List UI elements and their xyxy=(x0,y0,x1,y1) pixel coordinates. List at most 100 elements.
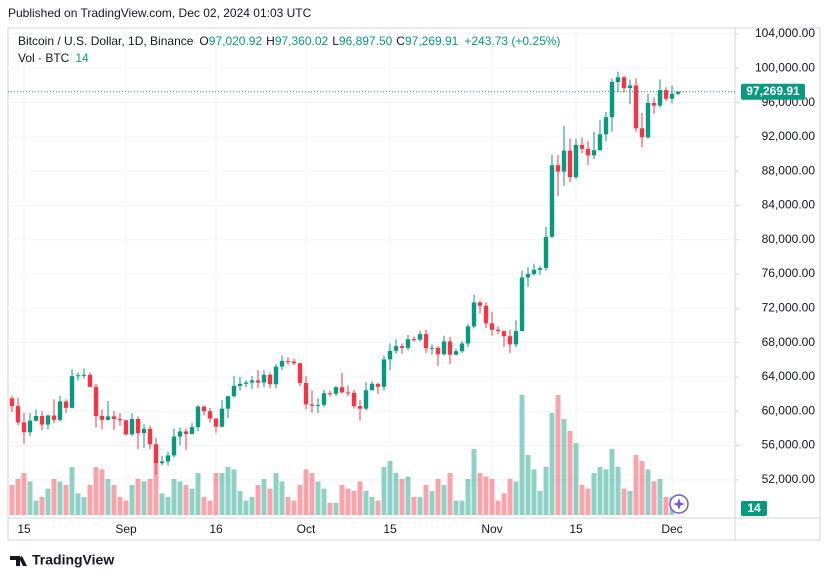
volume-bar xyxy=(99,469,105,515)
volume-bar xyxy=(423,485,429,515)
candle-body xyxy=(567,150,573,178)
candle-body xyxy=(339,387,345,393)
candle-body xyxy=(417,334,423,340)
candle-body xyxy=(435,347,441,355)
volume-bar xyxy=(81,497,87,515)
volume-bar xyxy=(531,469,537,515)
candle-body xyxy=(357,406,363,409)
volume-bar xyxy=(663,497,669,515)
candle-body xyxy=(363,390,369,409)
candle-body xyxy=(21,422,27,433)
candle-body xyxy=(639,128,645,138)
candle-body xyxy=(207,411,213,419)
volume-bar xyxy=(267,488,273,515)
volume-bar xyxy=(633,455,639,515)
candle-body xyxy=(303,382,309,405)
x-tick-label: Oct xyxy=(297,522,316,536)
candle-body xyxy=(327,393,333,395)
candle-body xyxy=(513,331,519,345)
candle-body xyxy=(153,444,159,464)
candle-body xyxy=(615,77,621,83)
volume-bar xyxy=(657,479,663,515)
volume-bar xyxy=(285,497,291,515)
logo-mark xyxy=(10,556,27,566)
candle-body xyxy=(81,374,87,376)
candle-body xyxy=(75,375,81,377)
volume-bar xyxy=(597,467,603,515)
candle-body xyxy=(453,351,459,355)
volume-bar xyxy=(21,473,27,515)
candle-body xyxy=(267,374,273,385)
volume-bar xyxy=(339,485,345,515)
volume-bar xyxy=(177,481,183,515)
volume-bar xyxy=(501,493,507,515)
candle-body xyxy=(525,274,531,278)
candle-body xyxy=(333,387,339,394)
candle-body xyxy=(87,374,93,387)
y-tick-label: 68,000.00 xyxy=(762,335,816,349)
volume-bar xyxy=(309,473,315,515)
volume-bar xyxy=(75,493,81,515)
volume-bar xyxy=(279,481,285,515)
candle-body xyxy=(459,343,465,352)
close-value: 97,269.91 xyxy=(405,34,459,48)
candles xyxy=(8,71,735,475)
candle-body xyxy=(45,415,51,425)
volume-pane xyxy=(9,395,681,515)
volume-bar xyxy=(345,488,351,515)
volume-bar xyxy=(225,467,231,515)
candle-body xyxy=(291,361,297,364)
close-prefix: C xyxy=(396,34,405,48)
candle-body xyxy=(399,346,405,348)
volume-bar xyxy=(9,485,15,515)
candle-body xyxy=(159,461,165,464)
candle-body xyxy=(111,416,117,419)
assistant-star xyxy=(673,498,685,510)
candle-body xyxy=(447,341,453,355)
candle-body xyxy=(261,374,267,383)
y-tick-label: 60,000.00 xyxy=(762,403,816,417)
candle-body xyxy=(15,406,21,423)
volume-bar xyxy=(231,469,237,515)
volume-bar xyxy=(135,479,141,515)
volume-bar xyxy=(405,476,411,515)
candle-body xyxy=(555,165,561,172)
volume-bar xyxy=(153,461,159,515)
volume-bar xyxy=(441,485,447,515)
candle-body xyxy=(381,359,387,387)
frame xyxy=(7,27,821,541)
candle-body xyxy=(99,415,105,420)
candle-body xyxy=(561,150,567,172)
candle-body xyxy=(531,269,537,275)
volume-bar xyxy=(207,500,213,515)
candle-body xyxy=(249,380,255,383)
volume-name: Vol · BTC xyxy=(18,51,70,65)
volume-bar xyxy=(561,419,567,515)
candle-body xyxy=(627,85,633,89)
volume-bar xyxy=(411,497,417,515)
candle-body xyxy=(423,334,429,349)
volume-bar xyxy=(291,500,297,515)
volume-bar xyxy=(483,476,489,515)
y-tick-label: 84,000.00 xyxy=(762,198,816,212)
candle-body xyxy=(141,428,147,434)
candle-body xyxy=(597,134,603,151)
last-price-box xyxy=(741,83,805,100)
candle-body xyxy=(219,408,225,427)
volume-bar xyxy=(621,488,627,515)
volume-bar xyxy=(129,485,135,515)
x-tick-label: 15 xyxy=(17,522,31,536)
volume-bar xyxy=(369,497,375,515)
volume-bar xyxy=(159,493,165,515)
candle-body xyxy=(213,418,219,427)
volume-bar xyxy=(591,473,597,515)
candle-body xyxy=(279,361,285,367)
legend-header: Bitcoin / U.S. Dollar, 1D, Binance O97,02… xyxy=(18,34,560,48)
candle-body xyxy=(411,339,417,341)
axes: 52,000.00 56,000.00 60,000.00 64,000.00 68,0… xyxy=(17,26,815,536)
candle-body xyxy=(603,117,609,135)
volume-bar xyxy=(651,481,657,515)
candle-body xyxy=(297,363,303,383)
volume-bar xyxy=(147,479,153,515)
